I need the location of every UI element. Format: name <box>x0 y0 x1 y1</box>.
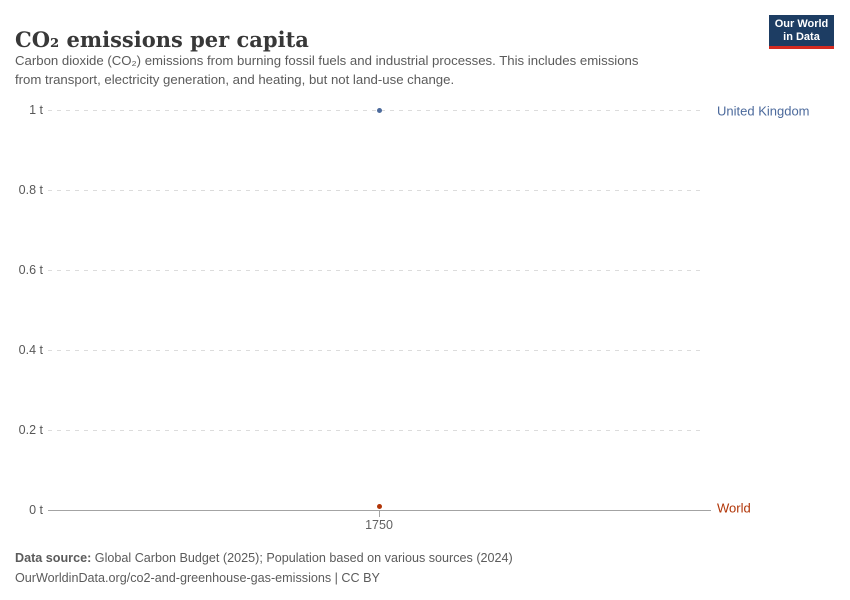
data-point-united-kingdom[interactable] <box>377 108 382 113</box>
series-label-united-kingdom[interactable]: United Kingdom <box>717 103 810 119</box>
chart-subtitle: Carbon dioxide (CO₂) emissions from burn… <box>15 52 715 89</box>
y-axis-tick-label-0-6t: 0.6 t <box>18 263 43 277</box>
gridline-0-8t <box>48 190 705 191</box>
chart-footer: Data source: Global Carbon Budget (2025)… <box>15 548 513 588</box>
chart-subtitle-line1: Carbon dioxide (CO₂) emissions from burn… <box>15 53 639 68</box>
footer-source-label: Data source: <box>15 551 92 565</box>
owid-logo-line1: Our World <box>774 17 829 30</box>
gridline-0-4t <box>48 350 705 351</box>
gridline-1t <box>48 110 705 111</box>
chart-subtitle-line2: from transport, electricity generation, … <box>15 71 455 87</box>
y-axis-tick-label-0-4t: 0.4 t <box>18 343 43 357</box>
y-axis-tick-label-0-2t: 0.2 t <box>18 423 43 437</box>
gridline-0-2t <box>48 430 705 431</box>
series-label-world[interactable]: World <box>717 500 751 516</box>
x-axis-tick-label: 1750 <box>365 518 393 532</box>
y-axis-tick-label-0t: 0 t <box>29 503 43 517</box>
x-axis-line <box>48 510 711 511</box>
footer-license-line[interactable]: OurWorldinData.org/co2-and-greenhouse-ga… <box>15 571 380 585</box>
y-axis-tick-label-0-8t: 0.8 t <box>18 183 43 197</box>
gridline-0-6t <box>48 270 705 271</box>
x-axis-tick-mark <box>379 511 380 517</box>
data-point-world[interactable] <box>377 504 382 509</box>
y-axis-tick-label-1t: 1 t <box>29 103 43 117</box>
owid-logo[interactable]: Our World in Data <box>769 15 834 49</box>
footer-source-line: Data source: Global Carbon Budget (2025)… <box>15 548 513 568</box>
chart-title: CO₂ emissions per capita <box>15 27 309 53</box>
footer-source-text[interactable]: Global Carbon Budget (2025); Population … <box>91 551 513 565</box>
owid-logo-line2: in Data <box>783 30 820 43</box>
